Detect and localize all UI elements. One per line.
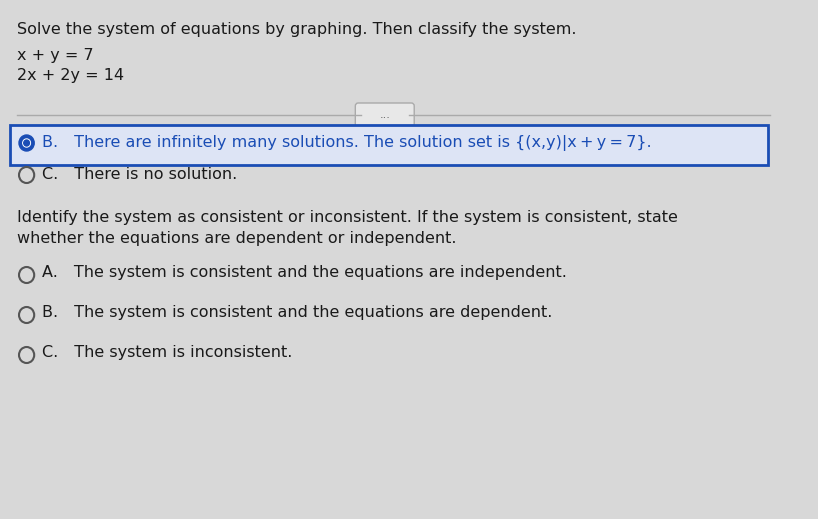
Text: A. The system is consistent and the equations are independent.: A. The system is consistent and the equa… [42,265,567,280]
Text: Solve the system of equations by graphing. Then classify the system.: Solve the system of equations by graphin… [17,22,577,37]
Text: C. The system is inconsistent.: C. The system is inconsistent. [42,345,292,360]
Text: Identify the system as consistent or inconsistent. If the system is consistent, : Identify the system as consistent or inc… [17,210,678,246]
Text: B. There are infinitely many solutions. The solution set is {(x,y)|x + y = 7}.: B. There are infinitely many solutions. … [42,135,651,151]
Text: B. The system is consistent and the equations are dependent.: B. The system is consistent and the equa… [42,305,552,320]
Circle shape [19,135,34,151]
Text: C. There is no solution.: C. There is no solution. [42,167,237,182]
Text: ...: ... [380,110,390,120]
FancyBboxPatch shape [10,125,767,165]
Text: 2x + 2y = 14: 2x + 2y = 14 [17,68,124,83]
FancyBboxPatch shape [355,103,414,127]
Text: x + y = 7: x + y = 7 [17,48,94,63]
Circle shape [24,140,29,146]
Circle shape [23,139,30,147]
